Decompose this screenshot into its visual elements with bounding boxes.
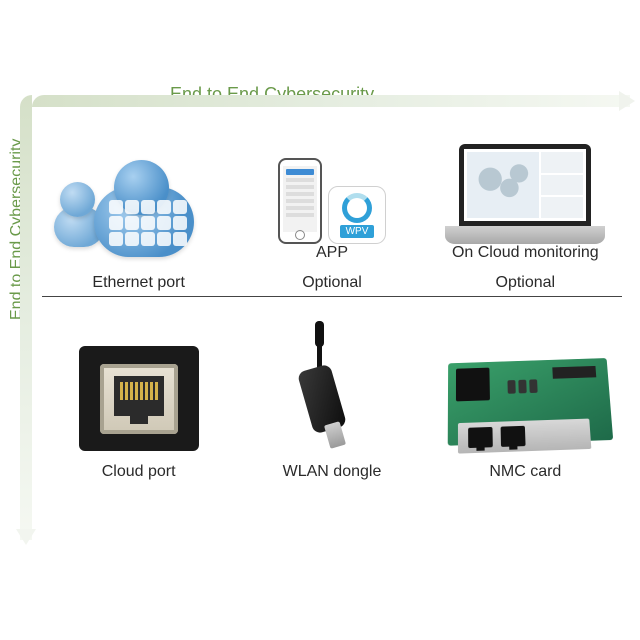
caption-cloud-monitoring: On Cloud monitoring: [452, 244, 599, 262]
cell-cloud-services: [42, 118, 235, 268]
smartphone-icon: [278, 158, 322, 244]
cell-nmc-card: [429, 297, 622, 457]
phone-wpv-icon: WPV: [278, 158, 386, 244]
label-optional-1: Optional: [302, 274, 362, 292]
cell-cloud-monitoring: On Cloud monitoring: [429, 118, 622, 268]
caption-nmc-card: NMC card: [489, 463, 561, 481]
grid-row-1: WPV APP On Cloud monitoring: [42, 118, 622, 268]
label-optional-2: Optional: [496, 274, 556, 292]
caption-cloud-port: Cloud port: [102, 463, 176, 481]
arrow-border-left: [20, 95, 32, 540]
ethernet-port-icon: [79, 346, 199, 451]
grid-row-2-captions: Cloud port WLAN dongle NMC card: [42, 457, 622, 489]
grid-content: WPV APP On Cloud monitoring Ethernet por…: [42, 118, 622, 489]
wpv-badge: WPV: [340, 225, 375, 238]
wifi-dongle-icon: [287, 321, 377, 451]
wpv-app-icon: WPV: [328, 186, 386, 244]
grid-row-2: [42, 297, 622, 457]
caption-wlan-dongle: WLAN dongle: [283, 463, 382, 481]
cloud-apps-icon: [54, 152, 224, 262]
grid-row-1-labels: Ethernet port Optional Optional: [42, 268, 622, 297]
label-ethernet-port: Ethernet port: [92, 274, 185, 292]
cell-wlan-dongle: [235, 297, 428, 457]
laptop-dashboard-icon: [445, 144, 605, 244]
caption-app: APP: [316, 244, 348, 262]
cell-cloud-port: [42, 297, 235, 457]
arrow-border-top: [32, 95, 630, 107]
cell-mobile-app: WPV APP: [235, 118, 428, 268]
network-card-icon: [440, 351, 614, 455]
